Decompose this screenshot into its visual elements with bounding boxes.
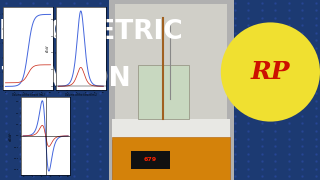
Text: RP: RP — [251, 60, 290, 84]
Bar — [109, 0, 234, 180]
Bar — [112, 119, 230, 140]
Ellipse shape — [221, 22, 320, 122]
Text: POTENTIOMETRIC: POTENTIOMETRIC — [0, 19, 184, 45]
Y-axis label: dE/dV: dE/dV — [46, 45, 50, 52]
X-axis label: Volume of the titrant(mL): Volume of the titrant(mL) — [65, 93, 97, 98]
X-axis label: Volume of the titrant (mL): Volume of the titrant (mL) — [12, 93, 44, 98]
Text: 679: 679 — [144, 157, 157, 162]
Bar — [112, 137, 230, 180]
Bar — [115, 4, 227, 140]
Y-axis label: d²E/dV²: d²E/dV² — [9, 131, 13, 141]
Bar — [131, 151, 170, 169]
Bar — [138, 65, 189, 119]
Text: TITRATION: TITRATION — [0, 66, 131, 92]
